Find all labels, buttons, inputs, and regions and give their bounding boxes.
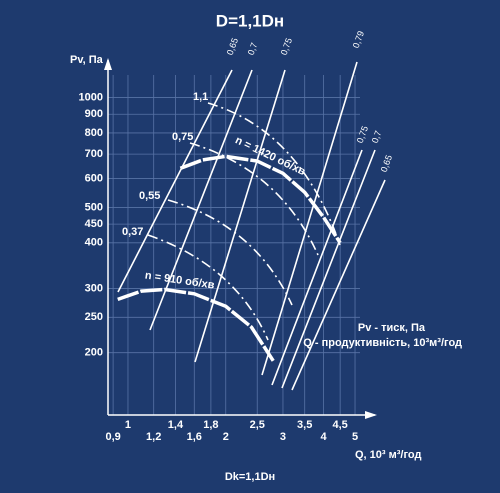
power-label: 0,37 (122, 226, 143, 238)
power-curve (207, 102, 341, 246)
x-tick-label: 3,5 (297, 419, 312, 431)
efficiency-line (281, 149, 376, 389)
y-tick-label: 450 (85, 218, 103, 230)
power-label: 1,1 (193, 91, 208, 103)
fan-curve (179, 154, 342, 244)
x-tick-label: 1,4 (168, 419, 184, 431)
power-curve (189, 142, 319, 256)
x-tick-label: 2 (223, 431, 229, 443)
efficiency-label: 0,7 (370, 129, 384, 144)
efficiency-line (261, 61, 358, 376)
x-tick-label: 3 (280, 431, 286, 443)
footer: Dk=1,1Dн (225, 471, 275, 483)
x-tick-label: 4 (320, 431, 327, 443)
y-tick-label: 300 (85, 282, 103, 294)
x-tick-label: 0,9 (105, 431, 120, 443)
power-curves (147, 102, 341, 341)
y-tick-label: 600 (85, 172, 103, 184)
annotation: Pv - тиск, Па (358, 322, 426, 334)
x-tick-label: 1,2 (146, 431, 161, 443)
power-label: 0,55 (139, 190, 160, 202)
y-tick-label: 400 (85, 237, 103, 249)
x-tick-label: 2,5 (250, 419, 265, 431)
x-axis-label: Q, 10³ м³/год (355, 449, 421, 461)
x-tick-label: 1 (125, 419, 131, 431)
x-tick-label: 4,5 (333, 419, 348, 431)
fan-curve (117, 287, 275, 362)
y-axis-label: Pv, Па (70, 54, 104, 66)
x-tick-label: 1,8 (203, 419, 218, 431)
x-axis-arrow (365, 411, 377, 419)
y-tick-label: 250 (85, 311, 103, 323)
y-tick-label: 200 (85, 347, 103, 359)
x-tick-label: 5 (352, 431, 358, 443)
y-axis-arrow (104, 58, 112, 70)
efficiency-line (291, 179, 386, 391)
power-curve (167, 199, 293, 306)
annotation: Q - продуктивність, 10³м³/год (303, 337, 462, 349)
power-curve (147, 234, 269, 341)
y-tick-label: 900 (85, 108, 103, 120)
y-tick-label: 1000 (79, 91, 103, 103)
efficiency-lines (117, 61, 386, 391)
y-tick-label: 800 (85, 127, 103, 139)
y-tick-label: 700 (85, 148, 103, 160)
efficiency-line (117, 69, 233, 293)
efficiency-label: 0,7 (246, 41, 260, 56)
x-tick-label: 1,6 (187, 431, 202, 443)
y-tick-label: 500 (85, 201, 103, 213)
chart-title: D=1,1Dн (216, 11, 284, 30)
efficiency-line (271, 149, 363, 386)
efficiency-line (194, 69, 286, 363)
power-label: 0,75 (172, 131, 193, 143)
